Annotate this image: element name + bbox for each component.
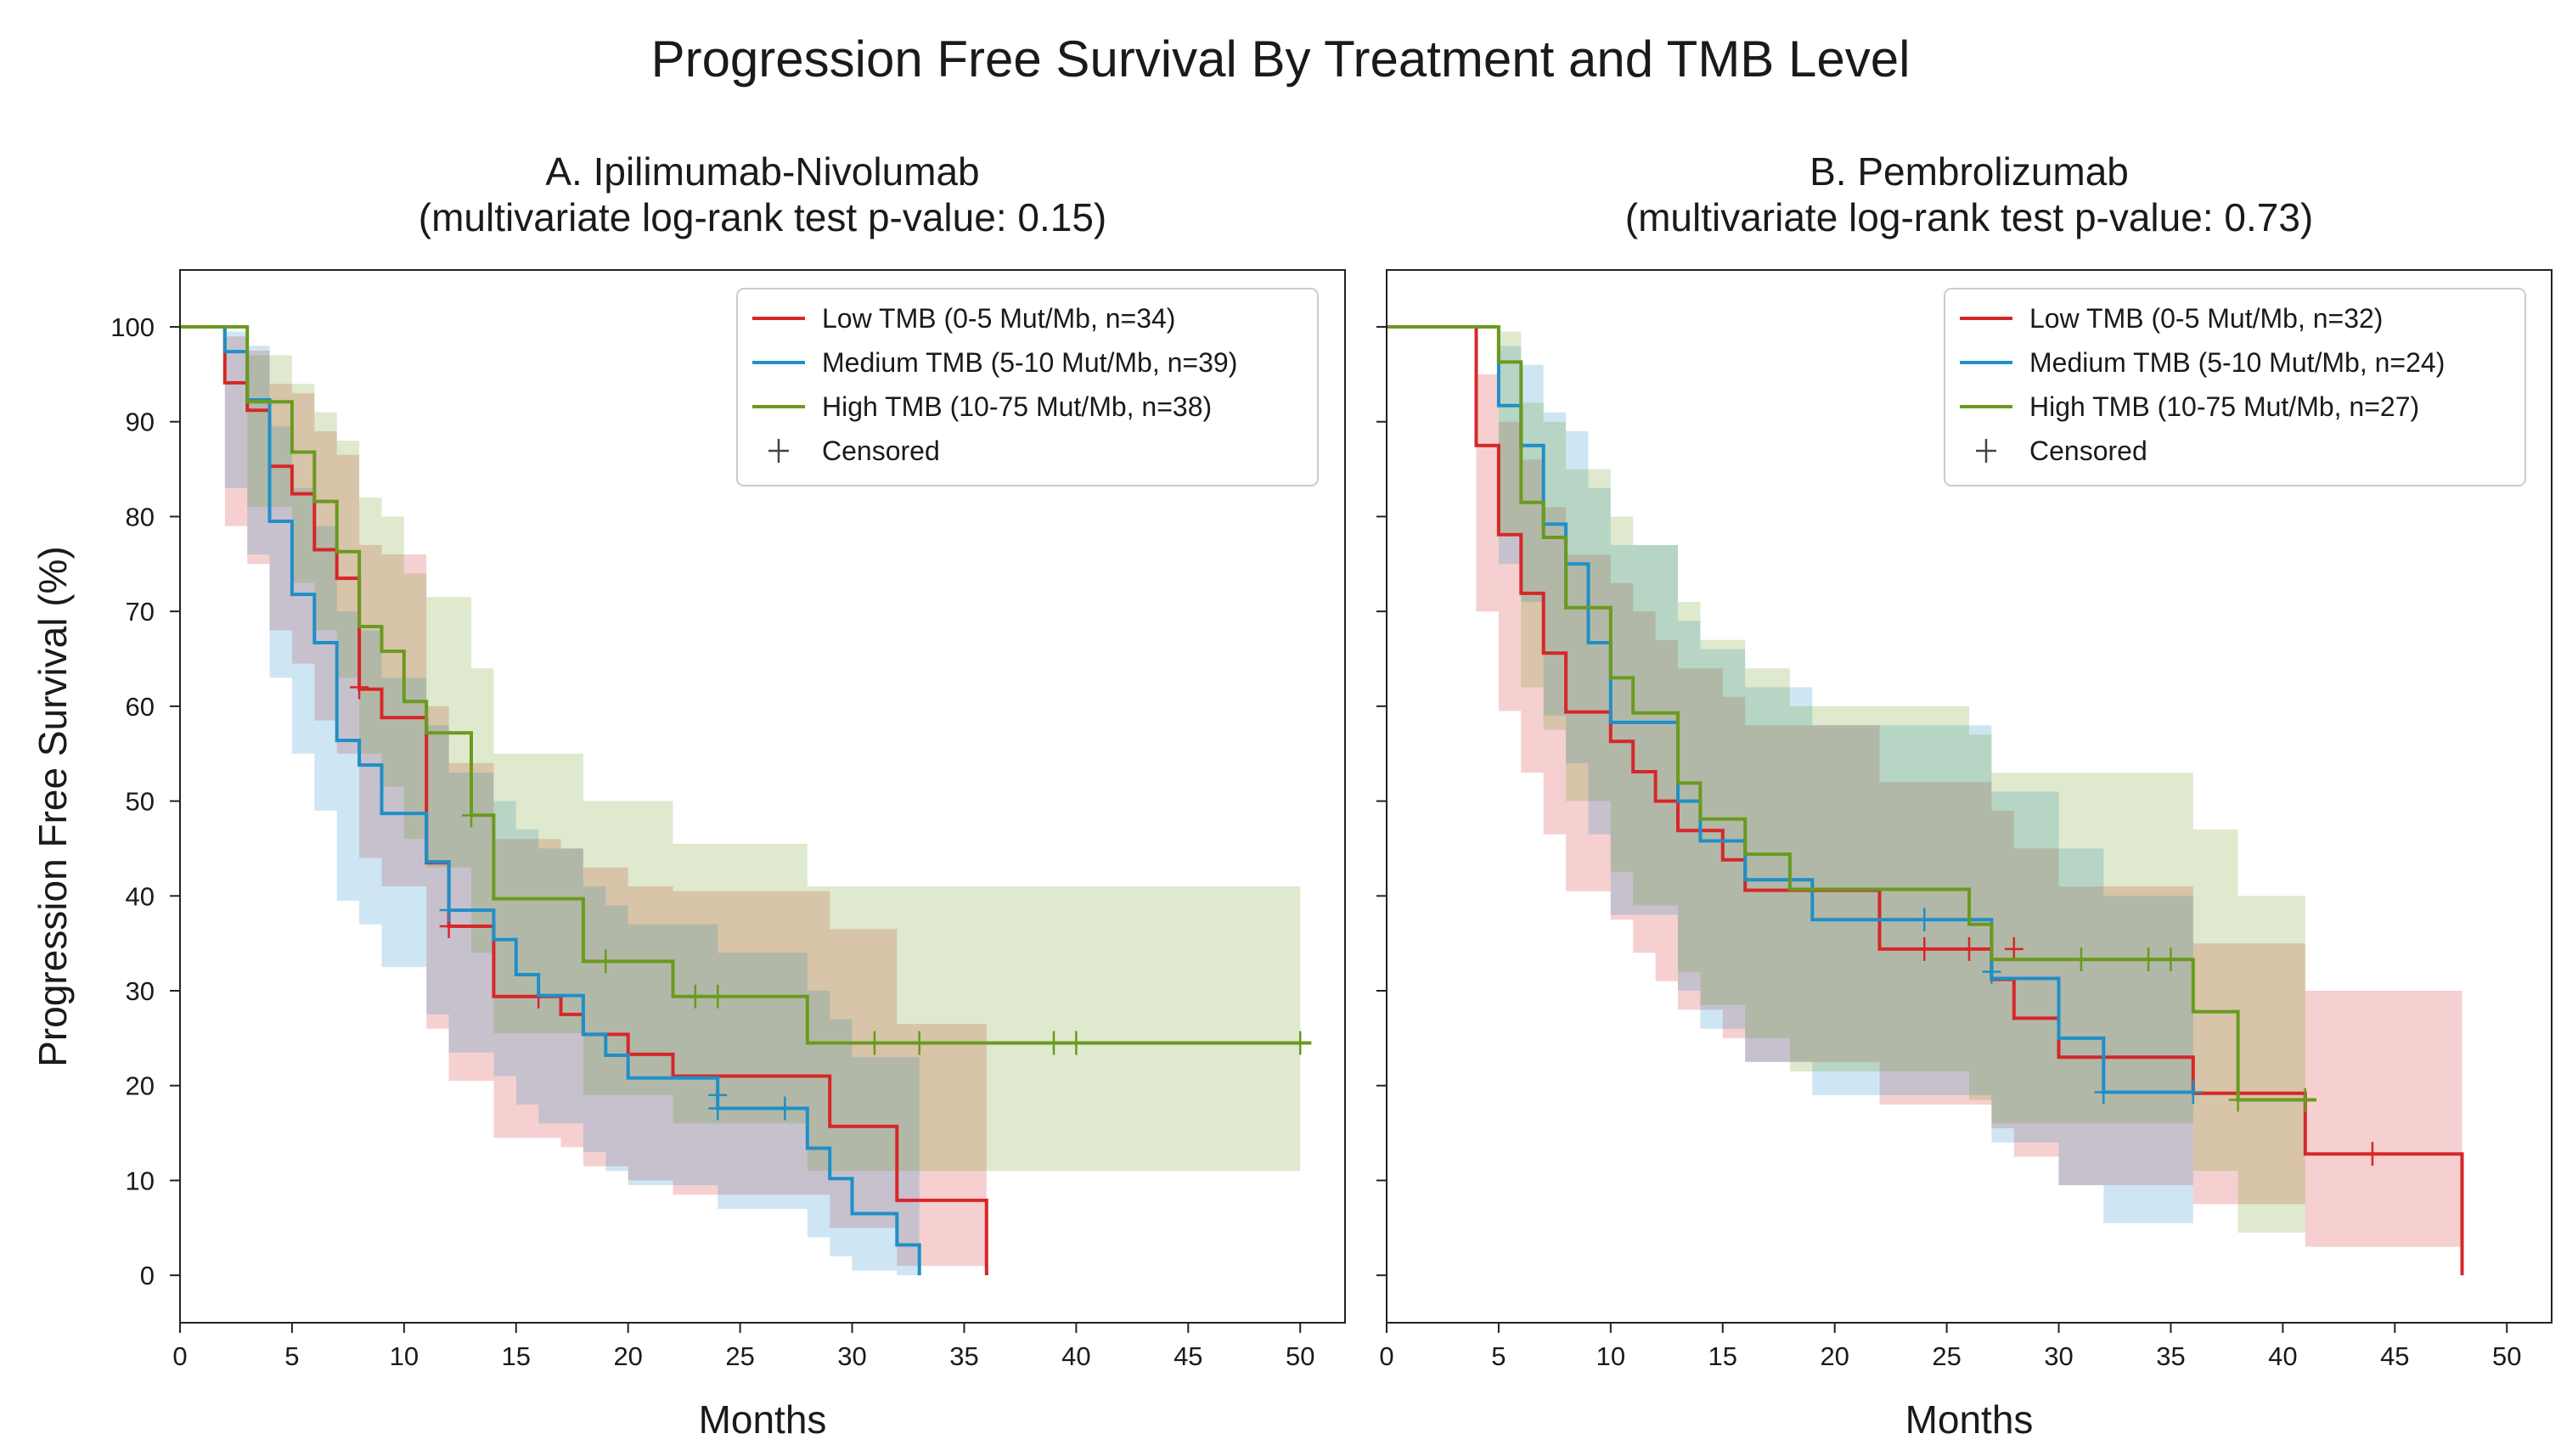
x-tick-label: 10	[390, 1341, 419, 1371]
x-tick-label: 35	[949, 1341, 978, 1371]
plot-area	[180, 325, 1312, 1276]
survival-curve-0	[1387, 325, 2464, 1276]
censor-mark	[1044, 1031, 1063, 1055]
ci-band-0	[180, 327, 987, 1276]
censor-mark	[462, 803, 481, 828]
censor-mark	[708, 984, 728, 1009]
censor-mark	[2139, 947, 2159, 972]
panel-ipilimumab-nivolumab: A. Ipilimumab-Nivolumab(multivariate log…	[110, 149, 1346, 1442]
y-tick-label: 0	[140, 1261, 155, 1290]
survival-curve-2	[1387, 325, 2316, 1102]
x-axis-label: Months	[1905, 1397, 2034, 1442]
censor-mark	[2183, 1080, 2203, 1105]
x-tick-label: 45	[1174, 1341, 1202, 1371]
x-tick-label: 0	[1379, 1341, 1393, 1371]
censor-mark	[1291, 1031, 1310, 1055]
figure-title: Progression Free Survival By Treatment a…	[651, 31, 1911, 87]
legend-label: Medium TMB (5-10 Mut/Mb, n=24)	[2029, 347, 2445, 378]
plot-area	[1387, 325, 2464, 1276]
y-tick-label: 80	[126, 502, 155, 531]
x-tick-label: 5	[284, 1341, 299, 1371]
censor-mark	[2094, 1080, 2114, 1105]
x-tick-label: 30	[837, 1341, 866, 1371]
x-tick-label: 25	[1932, 1341, 1961, 1371]
legend: Low TMB (0-5 Mut/Mb, n=34) Medium TMB (5-…	[736, 288, 1319, 486]
legend-label: Low TMB (0-5 Mut/Mb, n=34)	[822, 303, 1175, 334]
y-tick-label: 50	[126, 787, 155, 817]
x-tick-label: 50	[1286, 1341, 1314, 1371]
censor-mark	[685, 984, 705, 1009]
plot-frame	[179, 269, 1346, 1324]
censor-mark	[2004, 936, 2023, 961]
censor-mark	[350, 675, 369, 700]
x-tick-label: 15	[502, 1341, 531, 1371]
survival-curve-1	[180, 325, 921, 1276]
x-tick-label: 20	[613, 1341, 642, 1371]
y-tick-label: 10	[126, 1166, 155, 1195]
x-tick-label: 35	[2156, 1341, 2185, 1371]
panel-subtitle: (multivariate log-rank test p-value: 0.1…	[419, 195, 1106, 239]
x-tick-label: 20	[1820, 1341, 1849, 1371]
y-tick-label: 70	[126, 597, 155, 627]
censor-mark	[2362, 1142, 2382, 1166]
x-tick-label: 5	[1491, 1341, 1506, 1371]
x-tick-label: 40	[2268, 1341, 2297, 1371]
censor-mark	[909, 1031, 929, 1055]
ci-band-0	[1387, 327, 2462, 1247]
censor-mark	[2295, 1088, 2315, 1112]
censor-mark	[1915, 908, 1934, 932]
legend-label: High TMB (10-75 Mut/Mb, n=27)	[2029, 391, 2419, 422]
panel-subtitle: (multivariate log-rank test p-value: 0.7…	[1625, 195, 2313, 239]
censor-mark	[1915, 936, 1934, 961]
panel-title: A. Ipilimumab-Nivolumab	[545, 149, 979, 194]
y-tick-label: 90	[126, 408, 155, 437]
panel-title: B. Pembrolizumab	[1810, 149, 2129, 194]
y-axis-label: Progression Free Survival (%)	[31, 546, 75, 1067]
x-axis-label: Months	[699, 1397, 827, 1442]
legend: Low TMB (0-5 Mut/Mb, n=32) Medium TMB (5-…	[1944, 288, 2526, 486]
legend-label: Medium TMB (5-10 Mut/Mb, n=39)	[822, 347, 1237, 378]
legend-censor-icon	[1976, 439, 1996, 463]
ci-band-1	[180, 327, 920, 1276]
legend-box	[736, 288, 1319, 486]
legend-label: High TMB (10-75 Mut/Mb, n=38)	[822, 391, 1212, 422]
legend-label: Low TMB (0-5 Mut/Mb, n=32)	[2029, 303, 2383, 334]
censor-mark	[2071, 947, 2091, 972]
legend-box	[1944, 288, 2526, 486]
y-tick-label: 40	[126, 881, 155, 911]
ci-band-2	[1387, 327, 2305, 1233]
y-tick-label: 30	[126, 976, 155, 1006]
censor-mark	[708, 1082, 728, 1107]
censor-mark	[775, 1096, 795, 1121]
censor-mark	[2161, 947, 2181, 972]
x-tick-label: 45	[2380, 1341, 2409, 1371]
censor-mark	[2228, 1088, 2248, 1112]
x-tick-label: 0	[172, 1341, 187, 1371]
y-tick-label: 60	[126, 692, 155, 722]
y-tick-label: 100	[110, 312, 155, 342]
panel-pembrolizumab: B. Pembrolizumab(multivariate log-rank t…	[1376, 149, 2553, 1442]
x-tick-label: 25	[725, 1341, 754, 1371]
ci-band-2	[180, 327, 1301, 1172]
censor-mark	[1067, 1031, 1086, 1055]
x-tick-label: 10	[1596, 1341, 1625, 1371]
survival-curve-2	[180, 325, 1312, 1045]
censor-mark	[596, 949, 616, 974]
legend-label: Censored	[2029, 436, 2147, 466]
x-tick-label: 50	[2492, 1341, 2521, 1371]
x-tick-label: 40	[1061, 1341, 1090, 1371]
censor-mark	[439, 898, 459, 923]
ci-band-1	[1387, 327, 2193, 1223]
censor-mark	[1960, 936, 1978, 961]
legend-censor-icon	[768, 439, 789, 463]
y-tick-label: 20	[126, 1071, 155, 1101]
legend-label: Censored	[822, 436, 940, 466]
plot-frame	[1386, 269, 2553, 1324]
x-tick-label: 30	[2044, 1341, 2073, 1371]
x-tick-label: 15	[1708, 1341, 1737, 1371]
censor-mark	[1982, 959, 2001, 984]
censor-mark	[864, 1031, 884, 1055]
